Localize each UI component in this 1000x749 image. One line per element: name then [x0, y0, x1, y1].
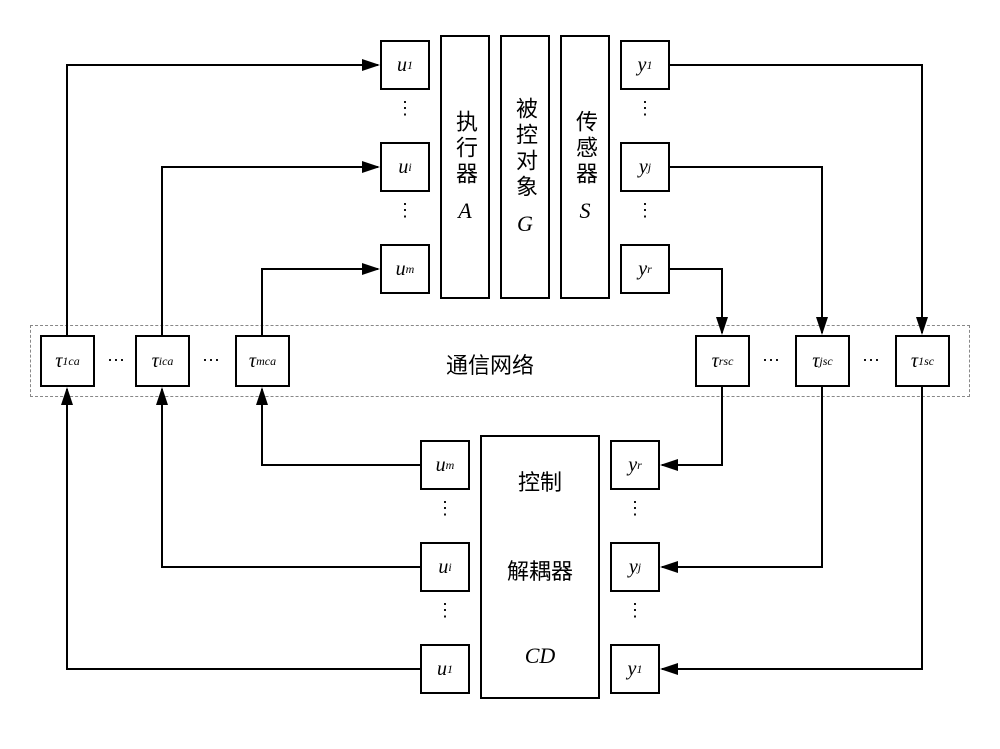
top-y-vdots1: ⋮ — [635, 105, 655, 111]
tau-sc-r-sym: τ — [712, 350, 719, 373]
tau-ca-i-sym: τ — [152, 350, 159, 373]
hdots-ca-2: ⋯ — [202, 350, 220, 371]
top-y1-box: y1 — [620, 40, 670, 90]
top-um-box: um — [380, 244, 430, 294]
tau-ca-m-sub: m — [256, 354, 265, 369]
bot-y1-sym: y — [628, 658, 637, 681]
bot-y-vdots2: ⋮ — [625, 607, 645, 613]
controller-latin: CD — [525, 643, 556, 669]
y1-sub: 1 — [646, 58, 652, 73]
bot-y1-box: y1 — [610, 644, 660, 694]
network-label: 通信网络 — [430, 348, 550, 380]
bot-u1-box: u1 — [420, 644, 470, 694]
um-sub: m — [406, 262, 415, 277]
tau-ca-i-sup: ca — [162, 354, 173, 369]
bot-yj-sym: y — [629, 556, 638, 579]
top-u-vdots2: ⋮ — [395, 207, 415, 213]
bot-yj-box: yj — [610, 542, 660, 592]
ui-symbol: u — [398, 156, 408, 179]
bot-yr-sym: y — [628, 454, 637, 477]
u1-sub: 1 — [407, 58, 413, 73]
tau-sc-j-box: τjsc — [795, 335, 850, 387]
controller-cn1: 控制 — [518, 465, 562, 497]
bot-yj-sub: j — [638, 560, 641, 575]
top-u1-box: u1 — [380, 40, 430, 90]
tau-sc-r-sup: sc — [723, 354, 733, 369]
tau-sc-j-sup: sc — [823, 354, 833, 369]
tau-ca-m-sup: ca — [265, 354, 276, 369]
bot-um-box: um — [420, 440, 470, 490]
tau-sc-1-sym: τ — [911, 350, 918, 373]
sensor-box: 传感器 S — [560, 35, 610, 299]
plant-box: 被控对象 G — [500, 35, 550, 299]
bot-yr-sub: r — [637, 458, 642, 473]
tau-ca-m-sym: τ — [249, 350, 256, 373]
actuator-latin: A — [458, 198, 471, 224]
bot-u1-sym: u — [437, 658, 447, 681]
ui-sub: i — [408, 160, 411, 175]
yr-sub: r — [647, 262, 652, 277]
tau-ca-1-sym: τ — [55, 350, 62, 373]
tau-ca-i-box: τica — [135, 335, 190, 387]
bot-ui-box: ui — [420, 542, 470, 592]
bot-u-vdots1: ⋮ — [435, 505, 455, 511]
yr-symbol: y — [638, 258, 647, 281]
bot-yr-box: yr — [610, 440, 660, 490]
tau-ca-1-sup: ca — [68, 354, 79, 369]
plant-cn: 被控对象 — [509, 97, 541, 201]
bot-y-vdots1: ⋮ — [625, 505, 645, 511]
top-yr-box: yr — [620, 244, 670, 294]
y1-symbol: y — [638, 54, 647, 77]
top-ui-box: ui — [380, 142, 430, 192]
tau-sc-r-box: τrsc — [695, 335, 750, 387]
tau-ca-1-box: τ1ca — [40, 335, 95, 387]
hdots-sc-2: ⋯ — [862, 350, 880, 371]
actuator-cn: 执行器 — [449, 110, 481, 188]
hdots-ca-1: ⋯ — [107, 350, 125, 371]
bot-y1-sub: 1 — [636, 662, 642, 677]
bot-ui-sym: u — [438, 556, 448, 579]
um-symbol: u — [396, 258, 406, 281]
bot-um-sym: u — [436, 454, 446, 477]
controller-cn2: 解耦器 — [507, 554, 573, 586]
top-y-vdots2: ⋮ — [635, 207, 655, 213]
hdots-sc-1: ⋯ — [762, 350, 780, 371]
sensor-cn: 传感器 — [569, 110, 601, 188]
plant-latin: G — [517, 211, 533, 237]
top-yj-box: yj — [620, 142, 670, 192]
bot-ui-sub: i — [448, 560, 451, 575]
bot-um-sub: m — [446, 458, 455, 473]
top-u-vdots1: ⋮ — [395, 105, 415, 111]
sensor-latin: S — [580, 198, 591, 224]
yj-sub: j — [648, 160, 651, 175]
tau-ca-m-box: τmca — [235, 335, 290, 387]
tau-sc-1-box: τ1sc — [895, 335, 950, 387]
u1-symbol: u — [397, 54, 407, 77]
tau-sc-1-sup: sc — [924, 354, 934, 369]
bot-u1-sub: 1 — [447, 662, 453, 677]
controller-box: 控制 解耦器 CD — [480, 435, 600, 699]
bot-u-vdots2: ⋮ — [435, 607, 455, 613]
yj-symbol: y — [639, 156, 648, 179]
actuator-box: 执行器 A — [440, 35, 490, 299]
